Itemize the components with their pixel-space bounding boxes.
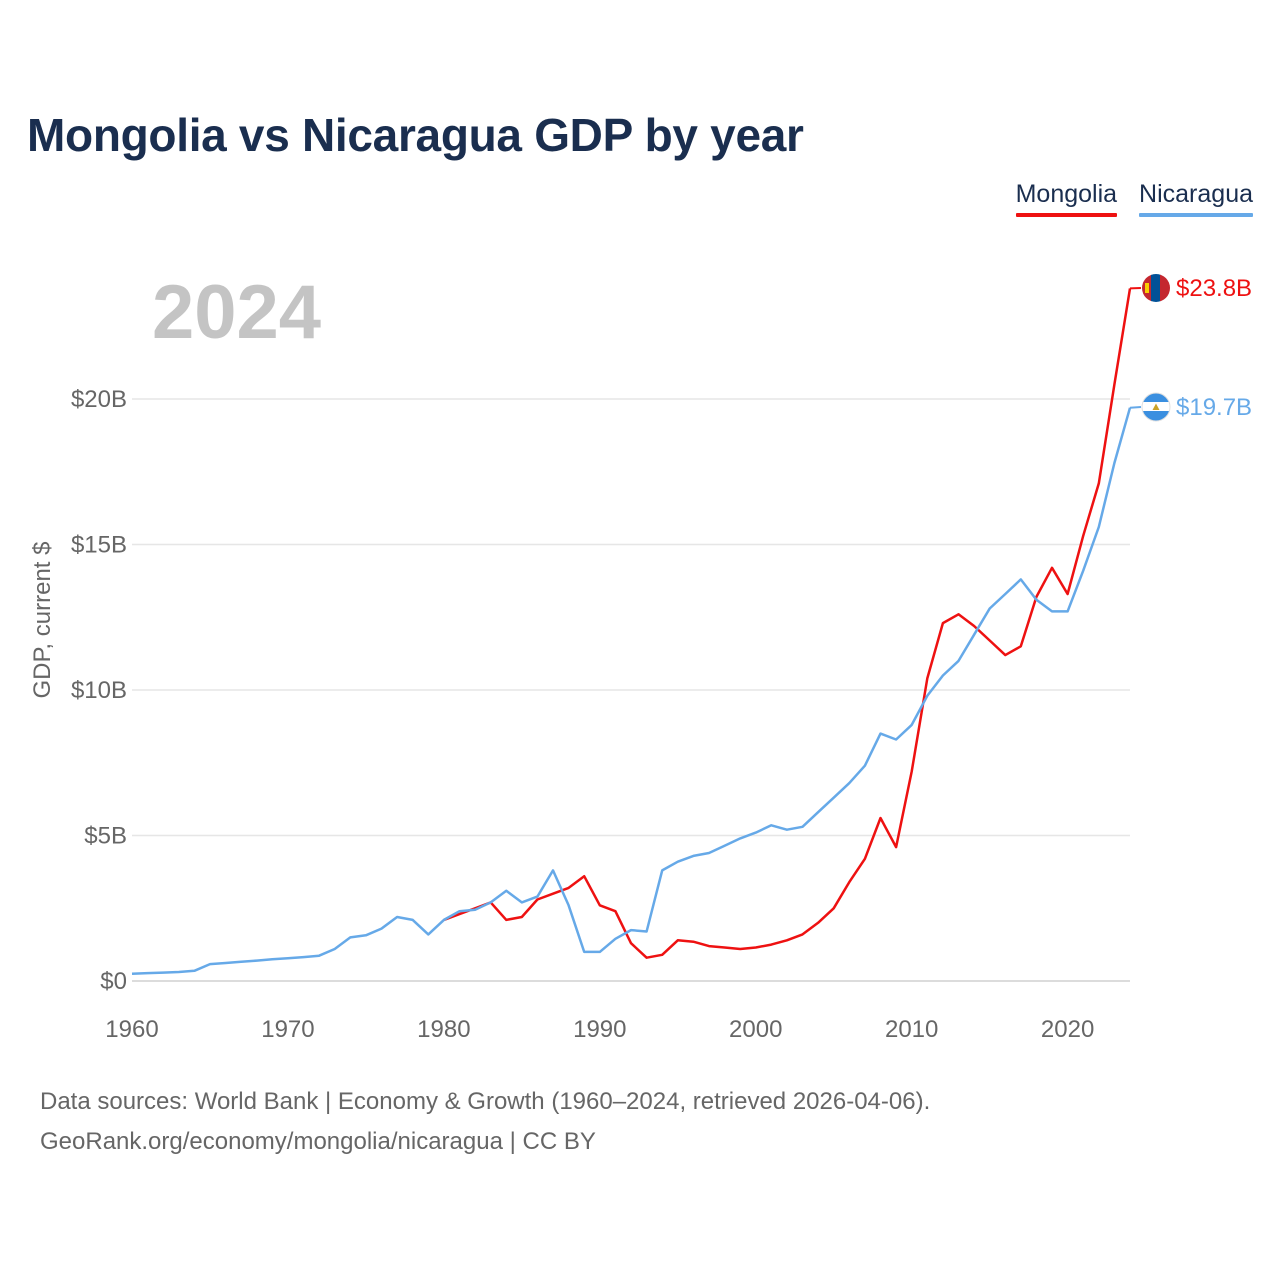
mongolia-flag-icon: [1142, 274, 1170, 302]
footer: Data sources: World Bank | Economy & Gro…: [40, 1082, 930, 1162]
series-line-nicaragua: [131, 407, 1132, 975]
legend: Mongolia Nicaragua: [1015, 180, 1253, 217]
x-tick-label: 1970: [261, 1016, 314, 1043]
legend-label-mongolia: Mongolia: [1015, 180, 1118, 208]
x-axis-ticks: 1960 1970 1980 1990 2000 2010 2020: [105, 1016, 1094, 1043]
legend-label-nicaragua: Nicaragua: [1139, 180, 1253, 208]
x-tick-label: 2020: [1041, 1016, 1094, 1043]
nicaragua-end-value: $19.7B: [1176, 394, 1252, 421]
x-tick-label: 1990: [573, 1016, 626, 1043]
y-tick-label: $20B: [71, 386, 127, 413]
x-tick-label: 2010: [885, 1016, 938, 1043]
y-axis-label: GDP, current $: [29, 542, 56, 699]
chart-title: Mongolia vs Nicaragua GDP by year: [27, 109, 804, 161]
legend-item-mongolia[interactable]: Mongolia: [1015, 180, 1118, 217]
series-line-mongolia: [443, 288, 1132, 959]
end-connector-nicaragua: [1129, 406, 1142, 409]
year-watermark: 2024: [152, 270, 321, 355]
x-tick-label: 1980: [417, 1016, 470, 1043]
footer-link[interactable]: GeoRank.org/economy/mongolia/nicaragua |…: [40, 1128, 596, 1155]
y-axis-ticks: $0 $5B $10B $15B $20B: [71, 386, 127, 995]
gridlines: [132, 398, 1130, 982]
legend-item-nicaragua[interactable]: Nicaragua: [1139, 180, 1253, 217]
y-tick-label: $5B: [84, 823, 127, 850]
y-tick-label: $10B: [71, 677, 127, 704]
series-lines: [131, 287, 1142, 975]
y-tick-label: $0: [100, 968, 127, 995]
legend-swatch-nicaragua: [1139, 213, 1253, 217]
mongolia-end-value: $23.8B: [1176, 275, 1252, 302]
footer-sources: Data sources: World Bank | Economy & Gro…: [40, 1088, 931, 1115]
legend-swatch-mongolia: [1015, 213, 1118, 217]
nicaragua-flag-icon: [1141, 392, 1171, 422]
gdp-line-chart: 2024 $0 $5B $10B $15B $20B 1960 1970 1980 1990 2…: [29, 270, 1252, 1043]
x-tick-label: 1960: [105, 1016, 158, 1043]
x-tick-label: 2000: [729, 1016, 782, 1043]
y-tick-label: $15B: [71, 532, 127, 559]
